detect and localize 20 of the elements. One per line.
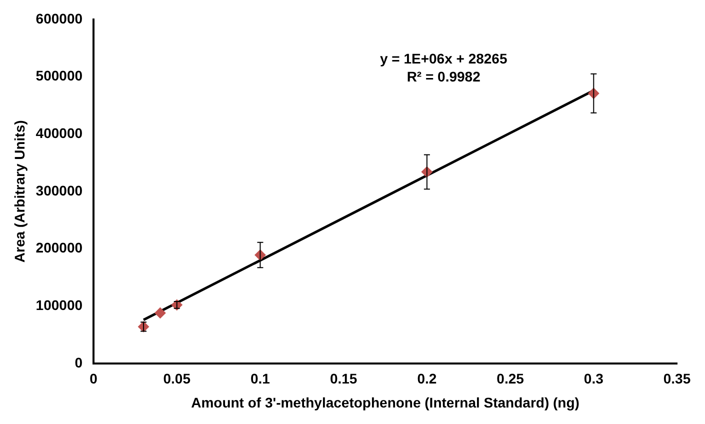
y-tick-label: 100000: [36, 296, 83, 313]
x-tick-label: 0.35: [663, 370, 691, 387]
y-tick-label: 300000: [36, 182, 83, 198]
y-tick-label: 400000: [36, 124, 83, 141]
annotation: R² = 0.9982: [406, 68, 481, 84]
x-tick-label: 0: [90, 370, 98, 387]
x-tick-label: 0.25: [496, 370, 524, 387]
x-tick-label: 0.3: [584, 370, 604, 387]
x-tick-label: 0.15: [330, 370, 358, 387]
y-axis-title: Area (Arbitrary Units): [11, 120, 28, 263]
x-tick-label: 0.05: [163, 370, 191, 387]
x-axis-title: Amount of 3'-methylacetophenone (Internal Standard) (ng): [191, 394, 580, 410]
y-tick-label: 0: [74, 354, 83, 370]
point: [154, 307, 166, 318]
x-tick-label: 0.1: [250, 370, 270, 387]
y-tick-label: 600000: [36, 10, 83, 26]
x-tick-label: 0.2: [417, 370, 437, 387]
y-tick-label: 500000: [36, 68, 83, 84]
annotation: y = 1E+06x + 28265: [380, 50, 508, 66]
y-tick-label: 200000: [36, 240, 83, 256]
